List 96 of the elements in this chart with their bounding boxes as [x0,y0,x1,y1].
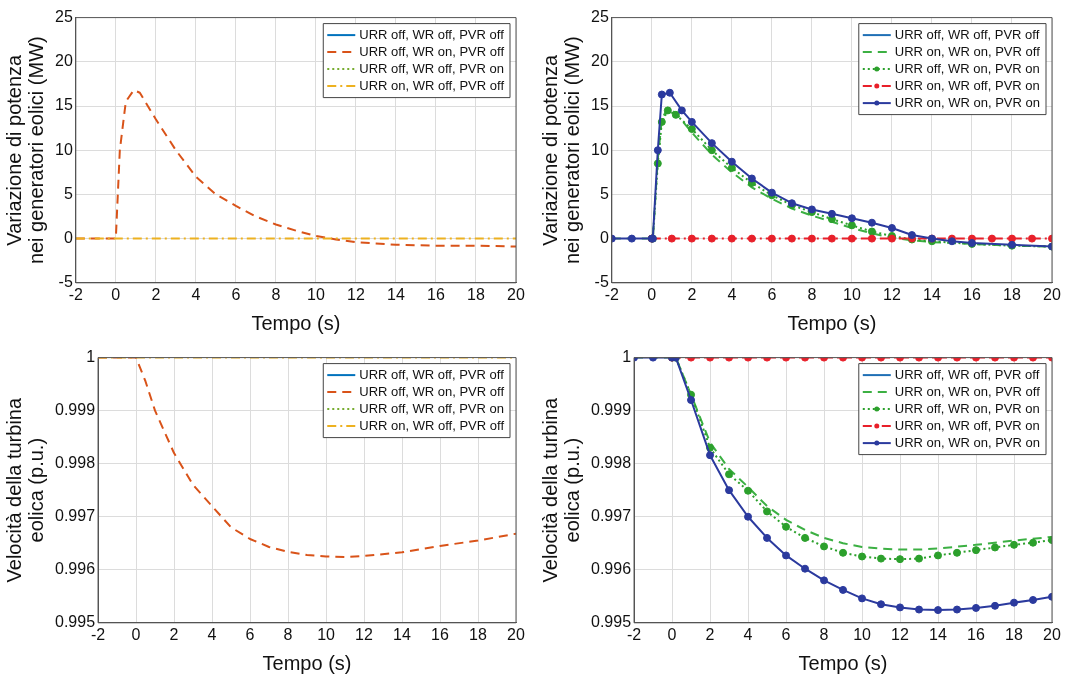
y-tick-label: 10 [55,140,73,158]
y-tick-label: 25 [591,8,609,26]
x-tick-label: 0 [647,285,657,303]
y-tick-label: 15 [55,96,73,114]
x-tick-label: 12 [891,625,910,643]
y-axis-title: Variazione di potenza nei generatori eolici (MW) [2,36,47,265]
x-tick-label: 2 [169,625,179,643]
x-tick-label: 20 [1043,625,1061,643]
legend-label: URR off, WR off, PVR off [359,26,505,42]
y-tick-label: 0.998 [590,454,632,472]
x-tick-label: 18 [1005,625,1023,643]
x-tick-label: 6 [245,625,255,643]
x-tick-label: 4 [191,285,201,303]
y-tick-label: 0 [63,229,73,247]
x-tick-label: 4 [207,625,217,643]
y-tick-label: 0.997 [54,507,96,525]
x-tick-label: 10 [317,625,336,643]
legend-label: URR off, WR on, PVR on [894,60,1040,76]
x-tick-label: 14 [393,625,412,643]
x-tick-label: 18 [469,625,487,643]
y-axis-title: Velocità della turbina eolica (p.u.) [538,397,583,583]
x-tick-label: 10 [853,625,872,643]
y-tick-label: 0.996 [590,560,632,578]
y-tick-label: 1 [622,348,632,366]
legend-label: URR on, WR on, PVR off [894,43,1041,59]
y-tick-label: 0.995 [590,613,632,631]
x-tick-label: 0 [131,625,141,643]
x-tick-label: 16 [431,625,450,643]
legend-label: URR off, WR on, PVR off [359,43,505,59]
x-tick-label: 6 [781,625,791,643]
y-tick-label: 0.999 [590,401,632,419]
x-tick-label: 0 [111,285,121,303]
x-tick-label: 16 [963,285,981,303]
x-tick-label: 16 [967,625,986,643]
y-tick-label: 0.998 [54,454,96,472]
y-tick-label: 0.996 [54,560,96,578]
y-tick-label: 5 [63,184,73,202]
x-tick-label: 10 [843,285,861,303]
y-tick-label: 25 [55,8,73,26]
x-axis-title: Tempo (s) [251,311,341,334]
x-tick-label: 16 [427,285,445,303]
x-tick-label: 4 [727,285,737,303]
legend-label: URR on, WR off, PVR off [359,417,505,433]
y-axis-title: Velocità della turbina eolica (p.u.) [2,397,47,583]
legend-label: URR off, WR off, PVR off [894,26,1040,42]
x-tick-label: 18 [467,285,485,303]
x-tick-label: 20 [1043,285,1061,303]
legend-label: URR on, WR on, PVR on [894,434,1040,450]
y-axis-title: Variazione di potenza nei generatori eolici (MW) [538,36,583,265]
x-tick-label: 10 [307,285,325,303]
legend-label: URR off, WR off, PVR on [359,400,504,416]
x-tick-label: 14 [929,625,948,643]
x-tick-label: 2 [687,285,697,303]
legend-label: URR off, WR off, PVR on [359,60,504,76]
x-tick-label: 2 [151,285,161,303]
y-tick-label: 0.995 [54,613,96,631]
y-tick-label: 0 [599,229,609,247]
legend-label: URR on, WR off, PVR off [359,77,505,93]
x-tick-label: 6 [231,285,241,303]
x-tick-label: 8 [283,625,293,643]
x-tick-label: 2 [705,625,715,643]
legend-label: URR off, WR off, PVR off [894,366,1040,382]
legend-label: URR on, WR on, PVR on [894,94,1040,110]
legend-label: URR on, WR off, PVR on [894,417,1040,433]
x-axis-title: Tempo (s) [787,311,877,334]
x-tick-label: 12 [355,625,374,643]
legend-label: URR off, WR on, PVR on [894,400,1040,416]
x-tick-label: 20 [507,285,525,303]
legend-label: URR on, WR off, PVR on [894,77,1040,93]
legend-label: URR off, WR on, PVR off [359,383,505,399]
x-tick-label: 8 [819,625,829,643]
x-tick-label: 18 [1003,285,1021,303]
y-tick-label: 0.999 [54,401,96,419]
x-axis-title: Tempo (s) [262,651,352,674]
x-tick-label: 0 [667,625,677,643]
x-tick-label: 12 [883,285,901,303]
x-tick-label: 8 [271,285,281,303]
x-axis-title: Tempo (s) [798,651,888,674]
legend-label: URR on, WR on, PVR off [894,383,1041,399]
y-tick-label: 0.997 [590,507,632,525]
y-tick-label: -5 [58,273,73,291]
y-tick-label: 5 [599,184,609,202]
y-tick-label: -5 [594,273,609,291]
y-tick-label: 20 [55,52,73,70]
y-tick-label: 15 [591,96,609,114]
y-tick-label: 20 [591,52,609,70]
x-tick-label: 6 [767,285,777,303]
x-tick-label: 14 [923,285,941,303]
y-tick-label: 10 [591,140,609,158]
legend-label: URR off, WR off, PVR off [359,366,505,382]
x-tick-label: 14 [387,285,405,303]
x-tick-label: 8 [807,285,817,303]
y-tick-label: 1 [86,348,96,366]
x-tick-label: 4 [743,625,753,643]
x-tick-label: 20 [507,625,525,643]
x-tick-label: 12 [347,285,365,303]
